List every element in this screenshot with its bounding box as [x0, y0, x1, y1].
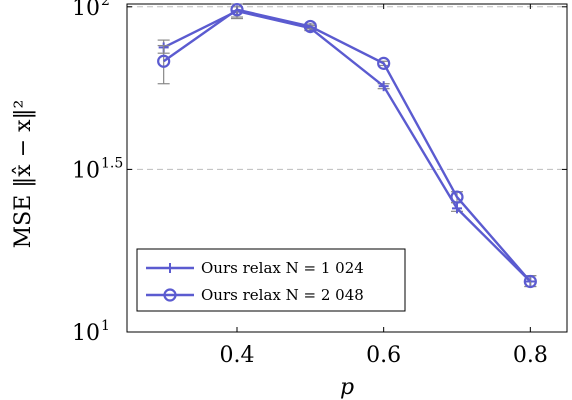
legend-label: Ours relax N = 1 024 — [201, 259, 364, 277]
circle-marker — [230, 3, 244, 17]
series-1 — [157, 6, 537, 288]
y-axis-label: MSE ‖x̂ − x‖² — [11, 100, 36, 249]
plus-marker — [378, 81, 389, 92]
x-tick-label: 0.8 — [513, 343, 548, 368]
grid-lines — [127, 6, 567, 170]
axis-ticks: 10 110 1.510 20.4 0.6 0.8 — [72, 0, 567, 368]
y-tick-label: 10 — [72, 0, 100, 21]
x-tick-label: 0.4 — [220, 343, 255, 368]
circle-marker — [163, 288, 177, 302]
legend-label: Ours relax N = 2 048 — [201, 286, 364, 304]
legend: Ours relax N = 1 024 Ours relax N = 2 048 — [136, 248, 406, 312]
circle-marker — [303, 19, 317, 34]
y-tick-exponent: 1.5 — [101, 155, 123, 171]
circle-marker — [377, 56, 391, 70]
circle-marker — [450, 190, 464, 204]
x-axis-label: p — [340, 375, 354, 400]
plus-marker — [452, 203, 462, 214]
y-tick-exponent: 2 — [101, 0, 110, 9]
series-layer — [157, 3, 537, 289]
plot-area — [126, 3, 568, 333]
y-tick-label: 10 — [72, 321, 100, 346]
legend-box — [136, 248, 406, 312]
circle-marker — [523, 274, 537, 289]
y-tick-exponent: 1 — [101, 318, 110, 334]
y-tick-label: 10 — [72, 158, 100, 183]
circle-marker — [157, 54, 171, 68]
x-tick-label: 0.6 — [366, 343, 401, 368]
series-line — [163, 9, 532, 283]
series-line — [162, 8, 532, 283]
series-2 — [157, 3, 537, 289]
plus-marker — [165, 263, 175, 273]
